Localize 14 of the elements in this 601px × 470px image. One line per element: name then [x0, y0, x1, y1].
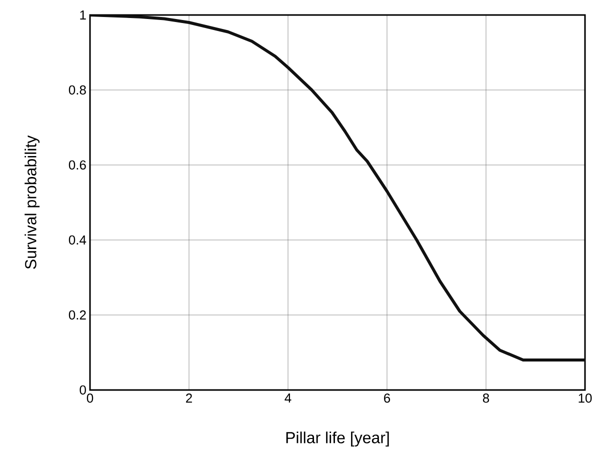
- x-tick-label: 0: [86, 394, 94, 403]
- y-tick-label: 1: [80, 10, 86, 20]
- x-axis-title: Pillar life [year]: [286, 432, 389, 447]
- x-tick-label: 8: [482, 394, 490, 403]
- x-tick-label: 10: [578, 394, 592, 403]
- y-axis-title: Survival probability: [24, 135, 40, 269]
- y-tick-label: 0.6: [68, 160, 86, 170]
- y-tick-label: 0.8: [68, 85, 86, 95]
- y-tick-label: 0: [80, 385, 86, 395]
- x-tick-label: 2: [186, 394, 192, 403]
- y-tick-label: 0.2: [68, 310, 86, 320]
- x-tick-label: 4: [284, 394, 292, 402]
- x-tick-label: 6: [384, 394, 390, 403]
- y-tick-label: 0.4: [68, 235, 86, 245]
